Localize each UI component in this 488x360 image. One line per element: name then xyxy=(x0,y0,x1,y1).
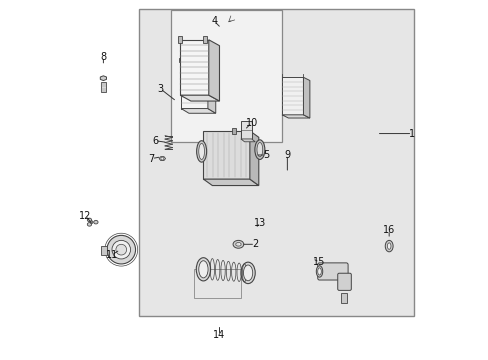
Text: 14: 14 xyxy=(213,330,225,341)
Polygon shape xyxy=(180,95,219,101)
Polygon shape xyxy=(179,58,209,62)
Circle shape xyxy=(107,235,135,264)
Bar xyxy=(194,269,241,298)
FancyBboxPatch shape xyxy=(337,273,350,291)
Bar xyxy=(340,293,346,303)
Text: 12: 12 xyxy=(79,211,92,221)
Ellipse shape xyxy=(87,222,91,226)
Polygon shape xyxy=(208,40,219,101)
Text: 13: 13 xyxy=(254,218,266,228)
FancyBboxPatch shape xyxy=(317,263,347,280)
Polygon shape xyxy=(303,77,309,118)
Bar xyxy=(139,9,413,316)
Text: 9: 9 xyxy=(284,150,290,160)
Ellipse shape xyxy=(94,220,98,224)
Ellipse shape xyxy=(254,140,264,159)
Polygon shape xyxy=(180,40,208,95)
Polygon shape xyxy=(159,157,165,161)
Bar xyxy=(231,128,235,134)
Ellipse shape xyxy=(317,268,321,275)
Text: 3: 3 xyxy=(157,84,163,94)
Bar xyxy=(178,36,182,42)
Ellipse shape xyxy=(316,266,322,277)
Ellipse shape xyxy=(235,243,241,246)
Bar xyxy=(171,10,282,143)
Polygon shape xyxy=(181,62,207,109)
Bar xyxy=(203,36,206,42)
Polygon shape xyxy=(207,62,215,113)
Text: 10: 10 xyxy=(245,118,257,128)
Text: 11: 11 xyxy=(105,250,118,260)
Polygon shape xyxy=(241,139,255,142)
Text: 4: 4 xyxy=(211,16,217,26)
Ellipse shape xyxy=(243,265,252,281)
Text: 6: 6 xyxy=(152,136,158,146)
Polygon shape xyxy=(282,77,303,115)
Polygon shape xyxy=(100,76,106,81)
Text: 16: 16 xyxy=(382,225,394,235)
Circle shape xyxy=(90,221,93,224)
Circle shape xyxy=(116,244,126,255)
Text: 7: 7 xyxy=(148,154,154,163)
Text: 2: 2 xyxy=(252,239,258,249)
Bar xyxy=(101,82,105,93)
Text: 15: 15 xyxy=(313,257,325,267)
Bar xyxy=(101,246,107,255)
Polygon shape xyxy=(249,131,258,185)
Ellipse shape xyxy=(385,240,392,252)
Polygon shape xyxy=(181,109,215,113)
Ellipse shape xyxy=(257,143,262,157)
Text: 8: 8 xyxy=(100,52,106,62)
Polygon shape xyxy=(203,179,258,185)
Polygon shape xyxy=(203,131,249,179)
Ellipse shape xyxy=(196,141,206,162)
Bar xyxy=(241,121,251,139)
Circle shape xyxy=(112,240,130,259)
Ellipse shape xyxy=(196,258,210,281)
Text: 1: 1 xyxy=(408,129,415,139)
Circle shape xyxy=(161,157,163,160)
Ellipse shape xyxy=(87,218,91,222)
Ellipse shape xyxy=(241,262,255,284)
Ellipse shape xyxy=(386,243,390,249)
Ellipse shape xyxy=(233,240,244,248)
Ellipse shape xyxy=(198,261,207,278)
Text: 5: 5 xyxy=(262,150,268,160)
Ellipse shape xyxy=(198,143,204,159)
Polygon shape xyxy=(282,115,309,118)
